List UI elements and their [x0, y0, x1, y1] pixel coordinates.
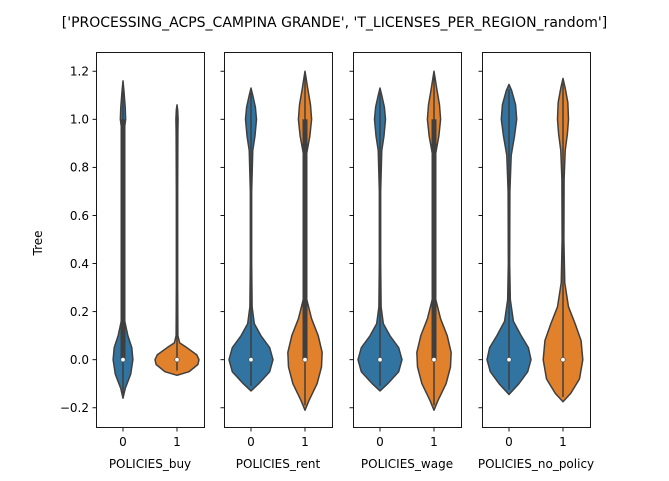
median-dot-1-0	[120, 357, 126, 363]
x-tick-label-3-1: 1	[430, 435, 438, 449]
median-dot-2-1	[302, 357, 308, 363]
median-dot-1-1	[174, 357, 180, 363]
median-dot-3-0	[377, 357, 383, 363]
iqr-box-2-1	[302, 119, 308, 360]
y-tick-label-4: 0.6	[70, 209, 89, 223]
y-tick-label-6: 1.0	[70, 113, 89, 127]
panel-1: −0.2 0.0 0.2 0.4 0.6 0.8 1.0 1.2 0 1 POLICIES_buy	[60, 52, 205, 471]
panels-group: −0.2 0.0 0.2 0.4 0.6 0.8 1.0 1.2 0 1 POLICIES_buy 0…	[60, 52, 594, 471]
y-axis-label: Tree	[31, 230, 45, 256]
x-axis-label-2: POLICIES_rent	[236, 457, 321, 471]
x-tick-label-3-0: 0	[376, 435, 384, 449]
axes-frame-2	[224, 52, 333, 428]
x-tick-label-4-1: 1	[559, 435, 567, 449]
chart-title: ['PROCESSING_ACPS_CAMPINA GRANDE', 'T_LI…	[62, 15, 607, 31]
axes-frame-4	[482, 52, 591, 428]
y-tick-label-2: 0.2	[70, 305, 89, 319]
iqr-box-3-1	[431, 119, 437, 360]
x-axis-label-1: POLICIES_buy	[109, 457, 191, 471]
x-tick-label-1-0: 0	[119, 435, 127, 449]
axes-frame-3	[353, 52, 462, 428]
y-tick-label-0: −0.2	[60, 401, 89, 415]
x-tick-label-4-0: 0	[505, 435, 513, 449]
x-tick-label-2-1: 1	[301, 435, 309, 449]
x-tick-label-1-1: 1	[173, 435, 181, 449]
median-dot-4-1	[560, 357, 566, 363]
panel-4: 0 1 POLICIES_no_policy	[478, 52, 594, 471]
iqr-box-1-0	[120, 119, 126, 360]
median-dot-4-0	[506, 357, 512, 363]
median-dot-2-0	[248, 357, 254, 363]
y-tick-label-5: 0.8	[70, 161, 89, 175]
y-tick-label-1: 0.0	[70, 353, 89, 367]
axes-frame-1	[96, 52, 205, 428]
x-axis-label-4: POLICIES_no_policy	[478, 457, 594, 471]
median-dot-3-1	[431, 357, 437, 363]
x-tick-label-2-0: 0	[247, 435, 255, 449]
x-axis-label-3: POLICIES_wage	[361, 457, 453, 471]
y-tick-label-7: 1.2	[70, 65, 89, 79]
panel-2: 0 1 POLICIES_rent	[220, 52, 333, 471]
y-tick-label-3: 0.4	[70, 257, 89, 271]
panel-3: 0 1 POLICIES_wage	[349, 52, 462, 471]
